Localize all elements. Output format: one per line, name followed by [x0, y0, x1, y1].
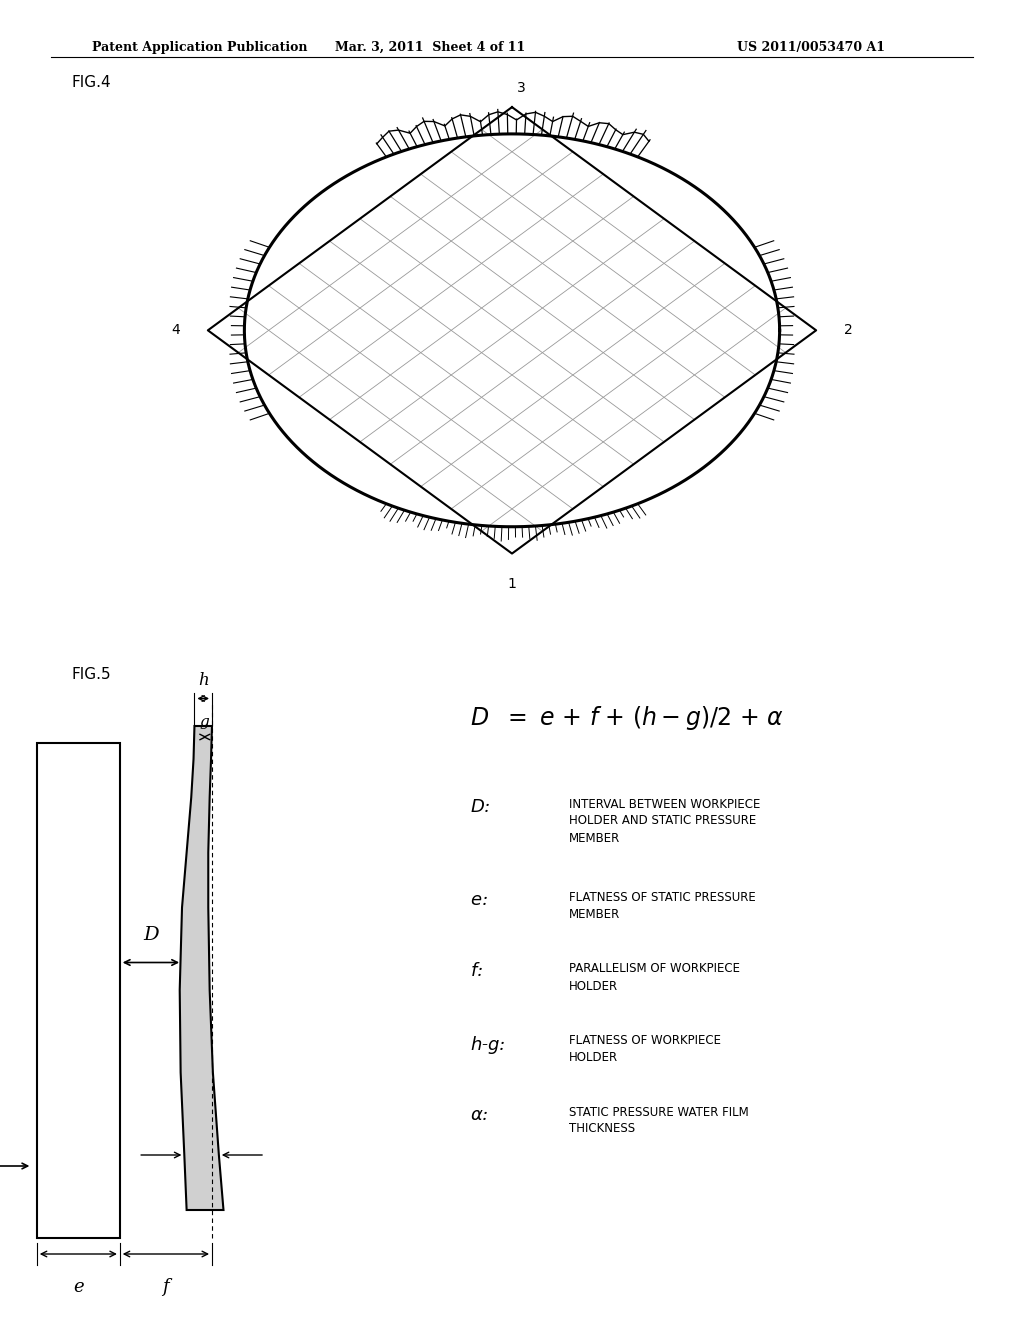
Text: Mar. 3, 2011  Sheet 4 of 11: Mar. 3, 2011 Sheet 4 of 11 — [335, 41, 525, 54]
Text: $D$:: $D$: — [469, 797, 490, 816]
Text: INTERVAL BETWEEN WORKPIECE
HOLDER AND STATIC PRESSURE
MEMBER: INTERVAL BETWEEN WORKPIECE HOLDER AND ST… — [568, 797, 760, 845]
Polygon shape — [180, 726, 223, 1210]
Text: 3: 3 — [517, 82, 525, 95]
Text: FIG.5: FIG.5 — [72, 667, 112, 681]
Text: $h$-$g$:: $h$-$g$: — [469, 1034, 505, 1056]
Text: US 2011/0053470 A1: US 2011/0053470 A1 — [737, 41, 886, 54]
Text: $\alpha$:: $\alpha$: — [469, 1106, 488, 1123]
Text: $e$:: $e$: — [469, 891, 487, 909]
Text: PARALLELISM OF WORKPIECE
HOLDER: PARALLELISM OF WORKPIECE HOLDER — [568, 962, 739, 993]
Text: h: h — [198, 672, 209, 689]
Text: D: D — [143, 927, 159, 945]
Text: g: g — [200, 715, 210, 729]
Bar — [37, 742, 120, 1238]
Text: FIG.4: FIG.4 — [72, 75, 112, 90]
Text: Patent Application Publication: Patent Application Publication — [92, 41, 307, 54]
Text: FLATNESS OF STATIC PRESSURE
MEMBER: FLATNESS OF STATIC PRESSURE MEMBER — [568, 891, 756, 921]
Text: 2: 2 — [844, 323, 853, 338]
Text: f: f — [163, 1279, 169, 1296]
Text: $D$  $=$ $e$ $+$ $f$ $+$ $(h-g)/2$ $+$ $\alpha$: $D$ $=$ $e$ $+$ $f$ $+$ $(h-g)/2$ $+$ $\… — [469, 704, 783, 733]
Text: $f$:: $f$: — [469, 962, 482, 981]
Text: 4: 4 — [171, 323, 180, 338]
Text: 1: 1 — [508, 577, 516, 591]
Text: FLATNESS OF WORKPIECE
HOLDER: FLATNESS OF WORKPIECE HOLDER — [568, 1034, 721, 1064]
Text: e: e — [73, 1279, 84, 1296]
Text: STATIC PRESSURE WATER FILM
THICKNESS: STATIC PRESSURE WATER FILM THICKNESS — [568, 1106, 749, 1135]
